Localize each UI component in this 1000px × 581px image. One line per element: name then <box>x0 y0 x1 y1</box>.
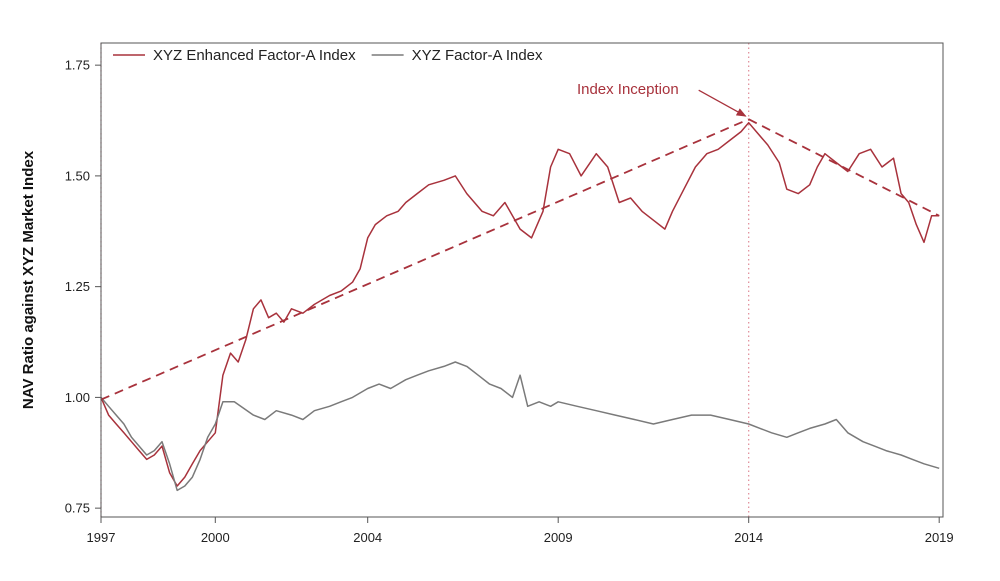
y-tick-label: 1.75 <box>65 58 90 73</box>
y-axis-label: NAV Ratio against XYZ Market Index <box>20 150 37 409</box>
annotations: Index Inception <box>577 81 747 117</box>
y-axis-ticks: 0.75 1.00 1.25 1.50 1.75 <box>65 58 101 516</box>
x-axis-ticks: 1997 2000 2004 2009 2014 2019 <box>87 517 954 545</box>
plot-frame <box>100 42 944 518</box>
y-tick-label: 1.50 <box>65 168 90 183</box>
legend: XYZ Enhanced Factor-A Index XYZ Factor-A … <box>113 47 543 64</box>
x-tick-label: 2019 <box>925 530 954 545</box>
series-line-factor <box>100 361 940 492</box>
legend-label-factor: XYZ Factor-A Index <box>412 47 543 64</box>
trend-lines <box>100 118 940 401</box>
x-tick-label: 2009 <box>544 530 573 545</box>
series-line-enhanced <box>100 121 940 487</box>
x-tick-label: 2014 <box>734 530 763 545</box>
trend-line <box>100 118 750 401</box>
x-tick-label: 2004 <box>353 530 382 545</box>
x-tick-label: 2000 <box>201 530 230 545</box>
legend-label-enhanced: XYZ Enhanced Factor-A Index <box>153 47 356 64</box>
annotation-arrow <box>698 89 747 117</box>
trend-line <box>748 118 940 217</box>
y-tick-label: 0.75 <box>65 501 90 516</box>
series-lines <box>100 121 940 492</box>
annotation-label: Index Inception <box>577 81 679 98</box>
y-tick-label: 1.00 <box>65 390 90 405</box>
x-tick-label: 1997 <box>87 530 116 545</box>
y-tick-label: 1.25 <box>65 279 90 294</box>
